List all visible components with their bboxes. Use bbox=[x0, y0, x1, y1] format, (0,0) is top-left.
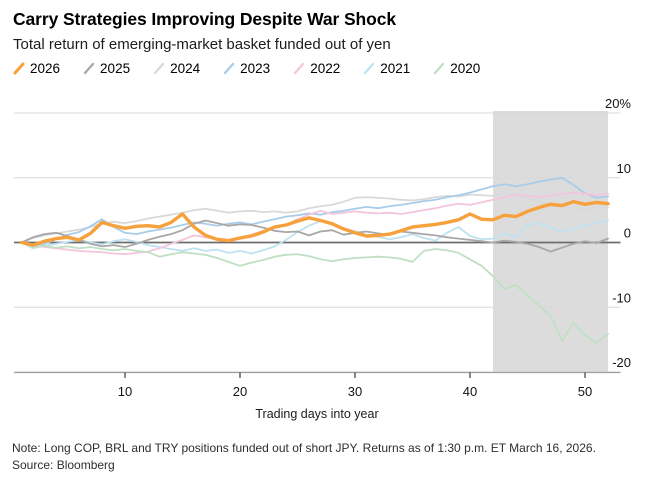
chart-title: Carry Strategies Improving Despite War S… bbox=[13, 9, 396, 29]
series-line-2020 bbox=[20, 241, 609, 344]
legend-slash-icon bbox=[364, 62, 375, 75]
y-tick-label: -10 bbox=[612, 290, 631, 305]
legend-slash-icon bbox=[153, 62, 165, 75]
footnote: Note: Long COP, BRL and TRY positions fu… bbox=[12, 441, 596, 455]
x-axis-title: Trading days into year bbox=[255, 407, 378, 421]
x-tick-label: 20 bbox=[233, 384, 247, 399]
legend-item-2026[interactable]: 2026 bbox=[13, 61, 60, 76]
x-tick-label: 50 bbox=[578, 384, 592, 399]
series-line-2026 bbox=[19, 199, 610, 247]
series-line-2021 bbox=[20, 219, 609, 255]
legend-item-2021[interactable]: 2021 bbox=[363, 61, 410, 76]
series-line-2025 bbox=[20, 219, 609, 253]
legend-label: 2021 bbox=[380, 61, 411, 76]
y-tick-label: -20 bbox=[612, 355, 631, 370]
y-tick-label: 10 bbox=[617, 161, 631, 176]
legend: 2026 2025 2024 2023 2022 2021 2020 bbox=[13, 61, 503, 76]
x-tick-label: 40 bbox=[463, 384, 477, 399]
x-tick-label: 10 bbox=[118, 384, 132, 399]
legend-label: 2025 bbox=[100, 61, 131, 76]
legend-label: 2026 bbox=[30, 61, 61, 76]
legend-label: 2022 bbox=[310, 61, 341, 76]
legend-item-2024[interactable]: 2024 bbox=[153, 61, 200, 76]
x-tick-label: 30 bbox=[348, 384, 362, 399]
series-line-2024 bbox=[20, 192, 609, 244]
y-tick-label: 20% bbox=[605, 96, 631, 111]
source-line: Source: Bloomberg bbox=[12, 458, 115, 472]
legend-slash-icon bbox=[13, 62, 25, 75]
legend-label: 2023 bbox=[240, 61, 271, 76]
series-line-2022 bbox=[20, 191, 609, 256]
legend-slash-icon bbox=[83, 62, 95, 75]
legend-slash-icon bbox=[434, 62, 445, 75]
series-line-2023 bbox=[20, 176, 609, 248]
legend-item-2023[interactable]: 2023 bbox=[223, 61, 270, 76]
legend-label: 2024 bbox=[170, 61, 201, 76]
legend-label: 2020 bbox=[450, 61, 481, 76]
chart-subtitle: Total return of emerging-market basket f… bbox=[13, 36, 391, 53]
legend-item-2025[interactable]: 2025 bbox=[83, 61, 130, 76]
y-tick-label: 0 bbox=[624, 226, 631, 241]
legend-slash-icon bbox=[223, 62, 235, 75]
legend-item-2022[interactable]: 2022 bbox=[293, 61, 340, 76]
legend-item-2020[interactable]: 2020 bbox=[433, 61, 480, 76]
legend-slash-icon bbox=[293, 62, 305, 75]
